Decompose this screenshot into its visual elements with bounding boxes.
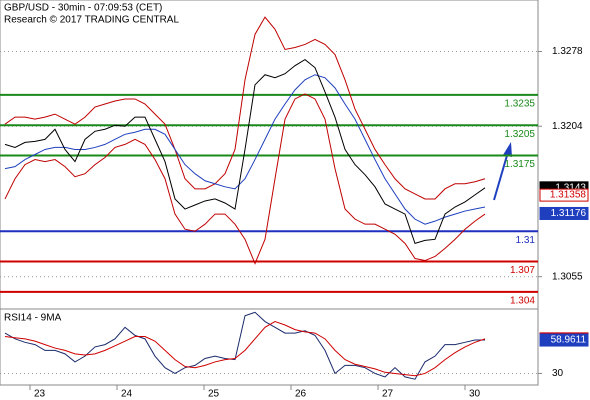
chart-title: GBP/USD - 30min - 07:09:53 (CET)	[4, 3, 162, 14]
plot-frame	[0, 0, 539, 386]
x-tick-label: 24	[121, 389, 133, 400]
price-label: 1.31176	[551, 208, 587, 219]
x-tick-label: 23	[34, 389, 46, 400]
y-tick-label: 1.3055	[552, 271, 583, 282]
level-label: 1.304	[510, 295, 535, 306]
series-line	[4, 74, 486, 225]
level-label: 1.3175	[504, 159, 535, 170]
trend-arrow	[493, 142, 512, 201]
series-line	[4, 58, 486, 244]
level-label: 1.3205	[504, 129, 535, 140]
series-line	[4, 93, 486, 265]
price-label: 1.31358	[550, 190, 587, 201]
x-tick-label: 30	[469, 389, 481, 400]
y-tick-label: 30	[552, 368, 564, 379]
price-label-box	[539, 333, 589, 347]
chart-subtitle: Research © 2017 TRADING CENTRAL	[4, 15, 179, 26]
x-tick-label: 27	[382, 389, 394, 400]
x-tick-label: 26	[295, 389, 307, 400]
level-label: 1.307	[510, 265, 535, 276]
series-line	[4, 16, 486, 200]
x-tick-label: 25	[208, 389, 220, 400]
price-label-box	[539, 188, 589, 202]
price-label: 1.3143	[555, 182, 586, 193]
price-label: 58.9611	[551, 335, 587, 346]
level-label: 1.31	[516, 235, 536, 246]
series-line	[4, 320, 486, 377]
series-line	[4, 311, 485, 380]
y-tick-label: 1.3278	[552, 46, 583, 57]
level-label: 1.3235	[504, 99, 535, 110]
y-tick-label: 1.3204	[552, 121, 583, 132]
rsi-title: RSI14 - 9MA	[4, 313, 62, 324]
price-label-box	[539, 206, 589, 220]
